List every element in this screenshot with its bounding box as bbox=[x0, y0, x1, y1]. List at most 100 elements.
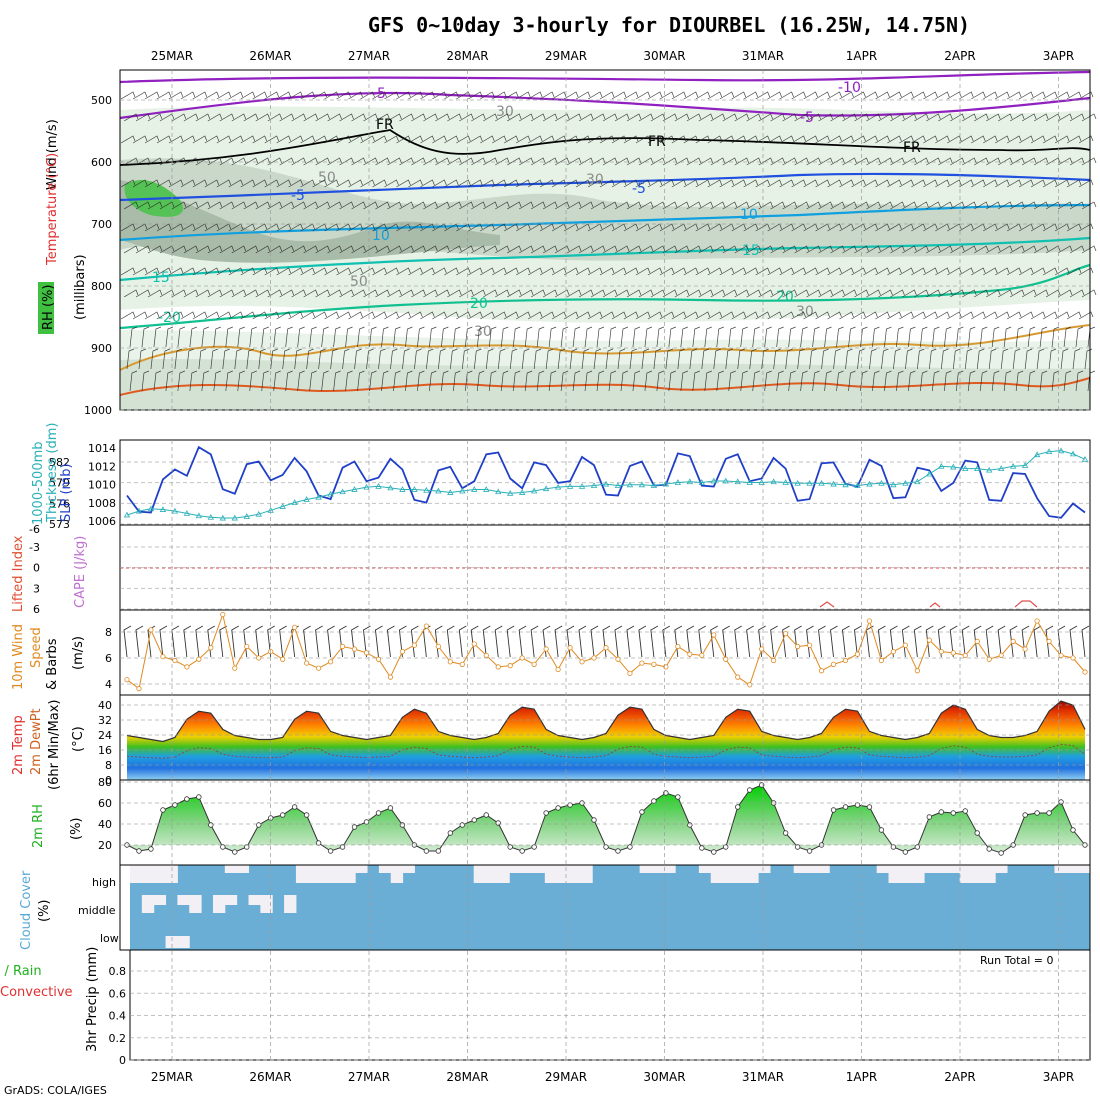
rh-point bbox=[687, 822, 693, 828]
upper-wind-barb bbox=[1051, 326, 1060, 348]
upper-wind-barb bbox=[141, 326, 150, 348]
upper-wind-barb bbox=[216, 91, 232, 100]
upper-wind-barb bbox=[1063, 326, 1072, 348]
upper-wind-barb bbox=[605, 348, 614, 370]
upper-wind-barb bbox=[1039, 370, 1048, 392]
upper-wind-barb bbox=[216, 179, 232, 188]
upper-wind-barb bbox=[336, 179, 351, 188]
wind-barb bbox=[183, 625, 192, 658]
upper-wind-barb bbox=[551, 135, 567, 144]
upper-wind-barb bbox=[821, 348, 829, 370]
upper-wind-barb bbox=[997, 157, 1013, 166]
wind-speed-point bbox=[363, 650, 370, 656]
cloud-clear-high bbox=[343, 865, 356, 883]
upper-wind-barb bbox=[156, 223, 172, 232]
rh-point bbox=[507, 844, 513, 850]
upper-wind-barb bbox=[435, 157, 450, 166]
upper-wind-barb bbox=[324, 267, 339, 276]
upper-wind-barb bbox=[551, 179, 567, 188]
upper-wind-barb bbox=[375, 245, 390, 254]
upper-wind-barb bbox=[746, 289, 762, 298]
upper-wind-barb bbox=[740, 370, 748, 392]
rh-point bbox=[747, 787, 753, 793]
upper-wind-barb bbox=[468, 311, 483, 320]
upper-wind-barb bbox=[312, 179, 327, 188]
upper-wind-barb bbox=[1054, 91, 1070, 100]
upper-wind-barb bbox=[902, 113, 917, 122]
upper-wind-barb bbox=[174, 348, 183, 370]
wind-speed-point bbox=[136, 686, 142, 692]
cloud-clear-high bbox=[971, 865, 984, 883]
upper-wind-barb bbox=[483, 113, 498, 122]
upper-wind-barb bbox=[575, 223, 591, 232]
upper-wind-barb bbox=[1081, 201, 1097, 210]
upper-wind-barb bbox=[851, 91, 866, 100]
upper-wind-barb bbox=[1009, 157, 1025, 166]
upper-wind-barb bbox=[279, 201, 294, 210]
upper-wind-barb bbox=[974, 245, 989, 254]
upper-wind-barb bbox=[405, 370, 413, 392]
upper-wind-barb bbox=[931, 370, 940, 392]
cloud-clear-high bbox=[497, 865, 510, 883]
upper-wind-barb bbox=[734, 245, 750, 254]
upper-wind-barb bbox=[483, 157, 498, 166]
upper-wind-barb bbox=[551, 311, 567, 320]
svg-text:-10: -10 bbox=[838, 80, 861, 96]
temp-contour-plus10 bbox=[119, 203, 1091, 242]
upper-wind-barb bbox=[1021, 113, 1037, 122]
upper-wind-barb bbox=[650, 289, 666, 298]
upper-wind-barb bbox=[875, 91, 890, 100]
upper-wind-barb bbox=[767, 311, 782, 320]
upper-wind-barb bbox=[120, 135, 136, 144]
upper-wind-barb bbox=[758, 113, 773, 122]
upper-wind-barb bbox=[1021, 157, 1037, 166]
thickness-point bbox=[638, 481, 646, 488]
upper-wind-barb bbox=[375, 289, 390, 298]
wind-speed-point bbox=[794, 643, 801, 650]
svg-text:FR: FR bbox=[376, 117, 394, 133]
upper-wind-barb bbox=[1015, 326, 1024, 348]
rh-point bbox=[866, 804, 873, 810]
upper-wind-barb bbox=[809, 348, 817, 370]
rh-point bbox=[495, 820, 501, 826]
y-tick-label: 32 bbox=[98, 714, 112, 727]
upper-wind-barb bbox=[1018, 179, 1034, 188]
upper-wind-barb bbox=[623, 267, 639, 276]
thickness-point bbox=[495, 488, 502, 495]
upper-wind-barb bbox=[632, 326, 641, 348]
upper-wind-barb bbox=[279, 157, 294, 166]
wind-speed-point bbox=[507, 663, 513, 669]
cloud-clear-high bbox=[355, 865, 368, 873]
upper-wind-barb bbox=[480, 179, 495, 188]
upper-wind-barb bbox=[1081, 113, 1097, 122]
thickness-point bbox=[315, 493, 322, 500]
cloud-clear-high bbox=[888, 865, 901, 883]
upper-wind-barb bbox=[791, 91, 806, 100]
thickness-point bbox=[303, 496, 310, 502]
y-tick-label: 8 bbox=[105, 626, 112, 639]
upper-wind-barb bbox=[518, 201, 534, 210]
upper-wind-barb bbox=[587, 267, 603, 276]
upper-wind-barb bbox=[527, 179, 543, 188]
upper-wind-barb bbox=[120, 267, 136, 276]
upper-wind-barb bbox=[899, 179, 914, 188]
upper-wind-barb bbox=[575, 179, 591, 188]
upper-wind-barb bbox=[674, 157, 690, 166]
upper-wind-barb bbox=[518, 245, 534, 254]
upper-wind-barb bbox=[779, 179, 794, 188]
upper-wind-barb bbox=[527, 135, 543, 144]
thickness-point bbox=[1081, 455, 1089, 462]
upper-wind-barb bbox=[554, 289, 570, 298]
cloud-clear-high bbox=[793, 865, 807, 873]
upper-wind-barb bbox=[396, 267, 411, 276]
upper-wind-barb bbox=[806, 245, 821, 254]
upper-wind-barb bbox=[288, 267, 303, 276]
y-tick-label: 80 bbox=[98, 776, 112, 789]
wind-speed-point bbox=[160, 654, 166, 660]
upper-wind-barb bbox=[800, 326, 808, 348]
upper-wind-barb bbox=[447, 289, 462, 298]
wind-speed-point bbox=[387, 674, 394, 680]
upper-wind-barb bbox=[803, 311, 818, 320]
upper-wind-barb bbox=[911, 267, 926, 276]
upper-wind-barb bbox=[336, 91, 351, 100]
